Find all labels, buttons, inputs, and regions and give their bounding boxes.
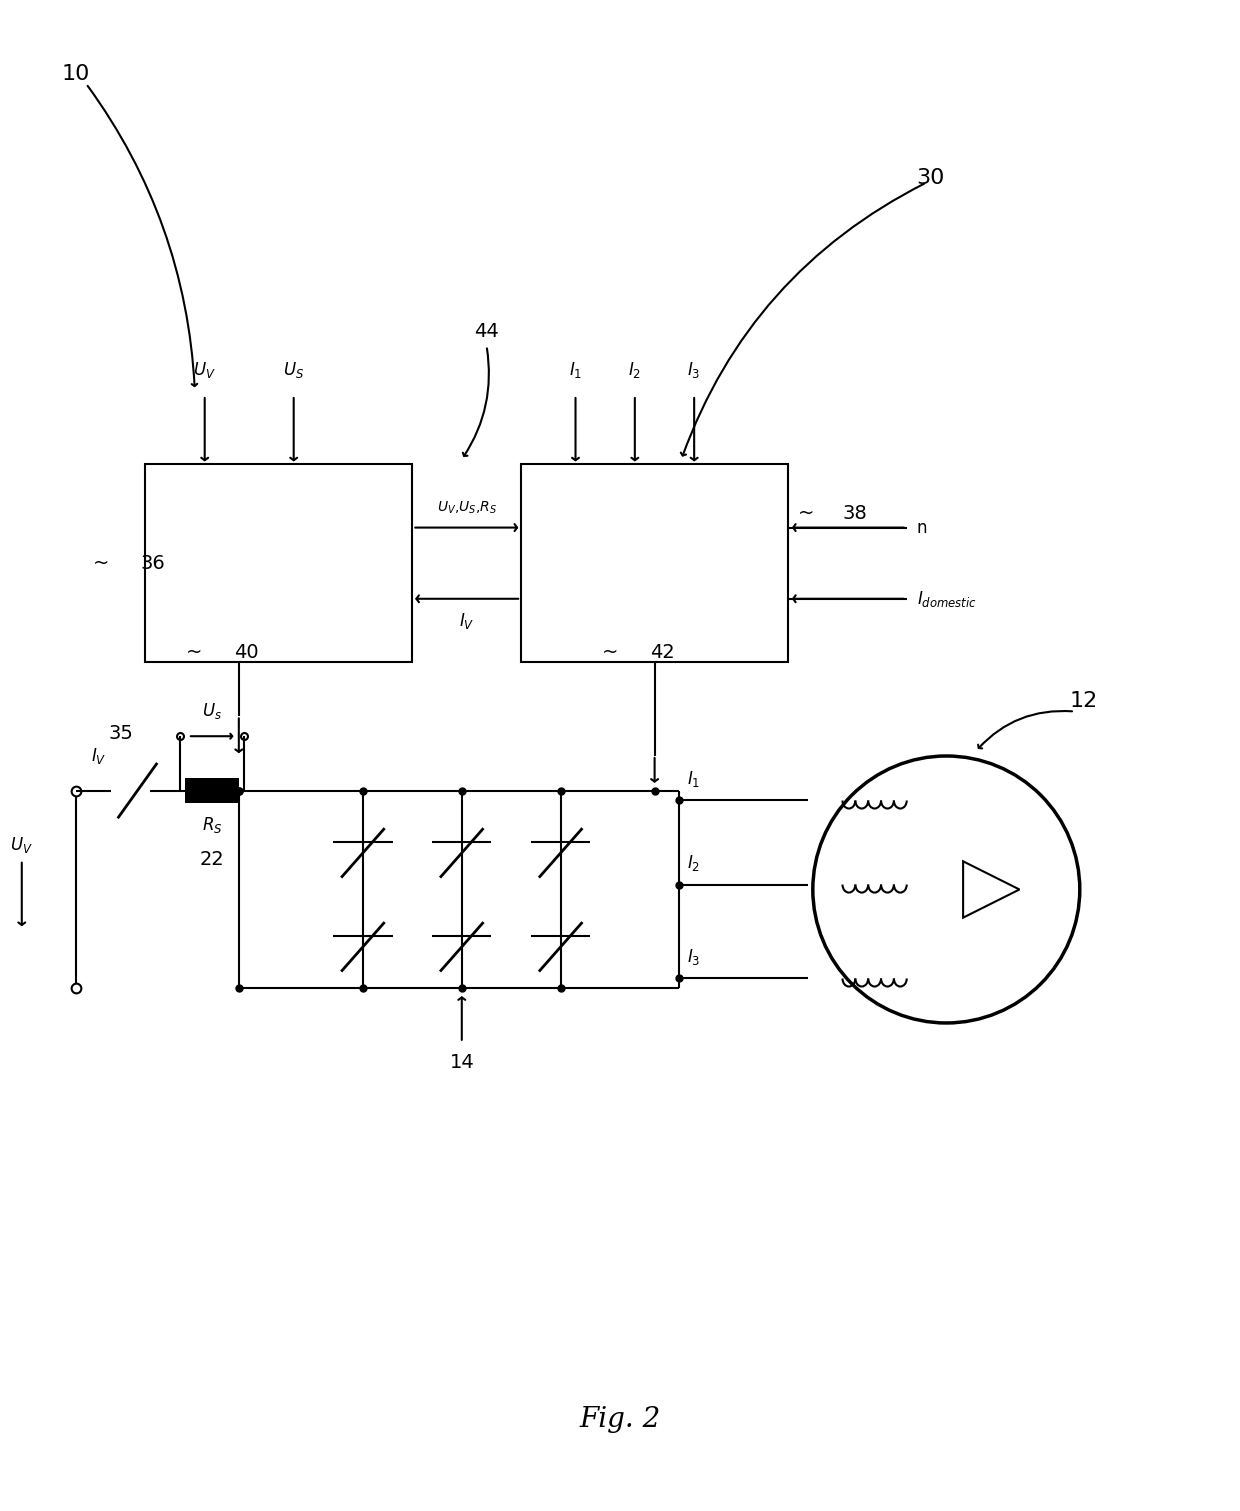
Polygon shape bbox=[963, 861, 1019, 917]
Text: $I_3$: $I_3$ bbox=[687, 946, 701, 967]
Text: $I_3$: $I_3$ bbox=[687, 360, 701, 381]
Text: 36: 36 bbox=[140, 553, 165, 573]
Text: $I_1$: $I_1$ bbox=[687, 769, 701, 789]
Text: ~: ~ bbox=[93, 553, 109, 573]
Text: ~: ~ bbox=[799, 505, 815, 523]
Text: $U_V$: $U_V$ bbox=[193, 360, 216, 381]
Text: $I_V$: $I_V$ bbox=[91, 746, 107, 766]
Text: 40: 40 bbox=[234, 642, 258, 662]
Text: ~: ~ bbox=[601, 642, 619, 662]
Text: 38: 38 bbox=[842, 505, 867, 523]
Text: $U_V$: $U_V$ bbox=[10, 836, 33, 855]
Text: 35: 35 bbox=[108, 724, 133, 743]
Bar bbox=[185, 778, 239, 804]
Text: 10: 10 bbox=[61, 63, 89, 83]
Text: $U_s$: $U_s$ bbox=[202, 701, 222, 721]
Text: $I_1$: $I_1$ bbox=[569, 360, 582, 381]
Text: $I_2$: $I_2$ bbox=[687, 852, 701, 873]
Text: $R_S$: $R_S$ bbox=[202, 816, 222, 836]
Text: 44: 44 bbox=[474, 322, 498, 340]
Text: $U_S$: $U_S$ bbox=[283, 360, 304, 381]
Bar bbox=[145, 464, 413, 662]
Text: Fig. 2: Fig. 2 bbox=[579, 1407, 661, 1434]
Text: $U_V$,$U_S$,$R_S$: $U_V$,$U_S$,$R_S$ bbox=[436, 499, 497, 515]
Bar bbox=[521, 464, 789, 662]
Text: n: n bbox=[916, 518, 928, 536]
Text: $I_V$: $I_V$ bbox=[459, 610, 475, 630]
Text: 42: 42 bbox=[650, 642, 675, 662]
Text: 22: 22 bbox=[200, 849, 224, 869]
Text: $I_{domestic}$: $I_{domestic}$ bbox=[916, 589, 977, 609]
Text: ~: ~ bbox=[186, 642, 202, 662]
Text: 14: 14 bbox=[449, 1053, 474, 1071]
Text: 12: 12 bbox=[1070, 692, 1099, 712]
Text: $I_2$: $I_2$ bbox=[629, 360, 641, 381]
Text: 30: 30 bbox=[916, 168, 945, 187]
